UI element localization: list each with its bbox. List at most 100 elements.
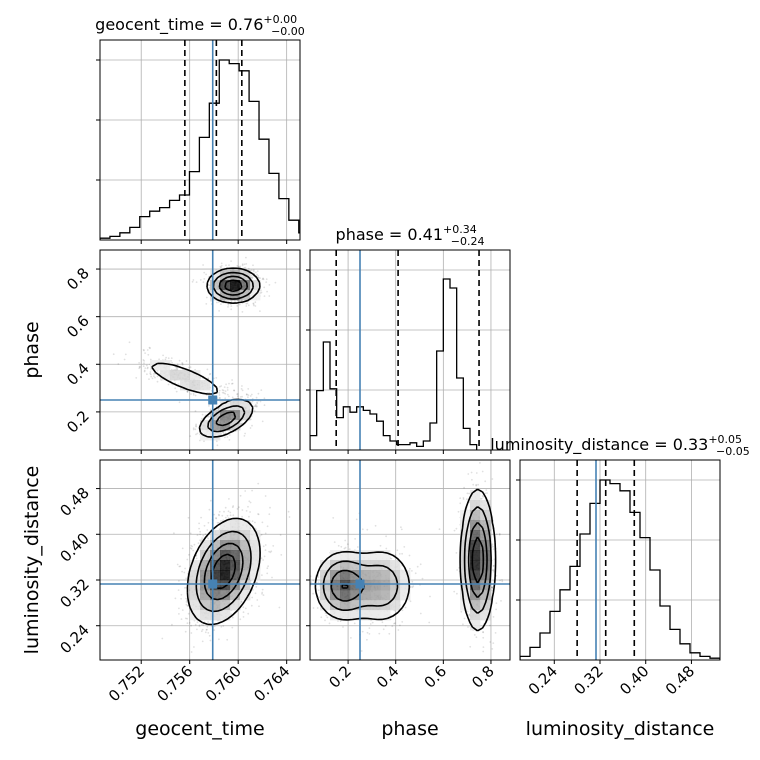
sample-point — [481, 470, 484, 473]
density-cell — [250, 540, 261, 551]
sample-point — [167, 383, 170, 386]
sample-point — [218, 510, 221, 513]
title-label: luminosity_distance = — [490, 435, 672, 455]
sample-point — [482, 646, 485, 648]
sample-point — [371, 621, 374, 624]
sample-point — [138, 362, 141, 364]
sample-point — [220, 433, 222, 436]
sample-point — [228, 382, 230, 385]
density-cell — [230, 600, 241, 611]
density-cell — [200, 600, 211, 611]
sample-point — [181, 362, 184, 365]
sample-point — [186, 605, 189, 607]
sample-point — [209, 499, 212, 502]
sample-point — [263, 286, 266, 289]
sample-point — [256, 273, 258, 276]
density-cell — [330, 600, 341, 611]
sample-point — [251, 400, 254, 403]
sample-point — [244, 432, 247, 435]
sample-point — [224, 506, 227, 509]
density-cell — [200, 560, 211, 571]
sample-point — [260, 557, 263, 560]
sample-point — [186, 622, 189, 625]
title-plus: +0.00 — [263, 13, 297, 26]
x-tick-label: 0.756 — [153, 662, 196, 705]
sample-point — [343, 547, 346, 550]
sample-point — [173, 532, 175, 535]
sample-point — [195, 281, 198, 283]
density-cell — [350, 600, 361, 611]
x-tick-label: 0.2 — [325, 662, 355, 692]
title-geocent_time: geocent_time = 0.76+0.00 −0.00 — [95, 13, 305, 38]
sample-point — [180, 618, 183, 620]
sample-point — [186, 617, 189, 620]
sample-point — [242, 616, 245, 618]
sample-point — [251, 276, 254, 279]
panel-frame — [99, 459, 301, 661]
sample-point — [200, 624, 203, 626]
sample-point — [112, 353, 115, 356]
sample-point — [145, 364, 148, 367]
density-cell — [210, 610, 221, 621]
panel-phase-phase — [306, 249, 511, 454]
y-axis-label-luminosity_distance: luminosity_distance — [21, 466, 43, 655]
sample-point — [268, 513, 271, 516]
density-cell — [240, 530, 251, 541]
sample-point — [223, 392, 225, 394]
sample-point — [190, 651, 193, 653]
sample-point — [243, 267, 246, 269]
sample-point — [191, 280, 194, 283]
sample-point — [317, 576, 320, 579]
density-cell — [240, 410, 251, 421]
title-minus: −0.05 — [716, 445, 750, 458]
sample-point — [408, 554, 411, 557]
density-cell — [190, 610, 201, 621]
sample-point — [206, 529, 209, 531]
sample-point — [252, 303, 255, 305]
sample-point — [245, 305, 248, 307]
sample-point — [465, 498, 468, 501]
sample-point — [225, 264, 227, 267]
sample-point — [491, 586, 493, 589]
sample-point — [453, 590, 456, 593]
density-cell — [250, 560, 261, 571]
sample-point — [409, 567, 411, 570]
sample-point — [312, 607, 315, 609]
sample-point — [412, 585, 415, 587]
sample-point — [396, 549, 399, 552]
density-cell — [470, 530, 481, 541]
sample-point — [149, 358, 152, 361]
sample-point — [221, 389, 224, 391]
sample-point — [222, 389, 225, 392]
sample-point — [378, 632, 381, 635]
sample-point — [354, 538, 356, 540]
sample-point — [230, 308, 233, 311]
sample-point — [194, 410, 197, 412]
sample-point — [230, 260, 233, 262]
sample-point — [360, 650, 363, 652]
sample-point — [361, 528, 364, 531]
density-cell — [370, 570, 381, 581]
density-cell — [200, 420, 211, 431]
sample-point — [221, 514, 224, 517]
panel-geocent_time-phase: 0.20.40.60.8 — [63, 249, 301, 454]
sample-point — [250, 269, 253, 272]
sample-point — [207, 632, 210, 634]
sample-point — [216, 521, 219, 524]
x-axis-label-luminosity_distance: luminosity_distance — [526, 718, 715, 740]
sample-point — [279, 534, 282, 536]
sample-point — [337, 544, 340, 547]
sample-point — [226, 386, 229, 389]
sample-point — [421, 577, 424, 580]
sample-point — [231, 616, 234, 619]
contour-line — [151, 267, 261, 438]
x-tick-label: 0.6 — [421, 662, 451, 692]
sample-point — [153, 375, 155, 378]
sample-point — [195, 557, 198, 560]
density-cell — [190, 560, 201, 571]
sample-point — [187, 612, 190, 615]
sample-point — [252, 302, 255, 305]
density-cell — [460, 530, 471, 541]
sample-point — [475, 483, 478, 486]
sample-point — [196, 432, 199, 435]
